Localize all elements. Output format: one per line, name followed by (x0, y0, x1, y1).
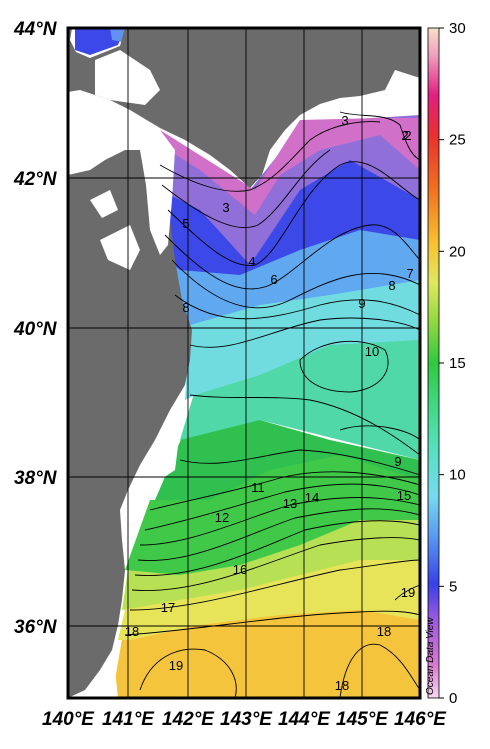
colorbar (427, 27, 440, 699)
contour-label: 11 (251, 480, 265, 495)
contour-label: 14 (305, 490, 319, 505)
band-yellow (118, 545, 420, 640)
lon-label-146: 146°E (394, 709, 447, 730)
land-honshu (68, 150, 192, 698)
colorbar-ticks: 0 5 10 15 20 25 30 (439, 20, 466, 707)
colorbar-tick-label: 20 (449, 243, 466, 260)
band-violet (160, 115, 420, 265)
colorbar-tick-label: 25 (449, 132, 466, 149)
nodata-2 (140, 130, 175, 255)
contour-label: 5 (182, 216, 189, 231)
contour-label: 19 (401, 585, 415, 600)
colorbar-tick-label: 15 (449, 355, 466, 372)
lon-label-141: 141°E (102, 709, 155, 730)
lat-label-38: 38°N (14, 468, 58, 489)
contour-label: 9 (394, 454, 401, 469)
contour-label: 6 (270, 272, 277, 287)
contour-label: 18 (377, 624, 391, 639)
lon-label-140: 140°E (42, 709, 95, 730)
contour-label: 15 (397, 488, 411, 503)
map-frame (66, 26, 422, 700)
band-blue (160, 150, 420, 275)
lat-labels: 44°N 42°N 40°N 38°N 36°N (13, 19, 58, 638)
contour-label: 8 (182, 300, 189, 315)
nodata-3 (150, 430, 180, 480)
contour-label: 10 (365, 344, 379, 359)
contour-label: 16 (233, 562, 247, 577)
band-lightblue (175, 220, 420, 330)
contour-label: 18 (125, 624, 139, 639)
nodata-1 (95, 50, 160, 105)
lat-label-42: 42°N (13, 169, 58, 190)
colorbar-tick-label: 5 (449, 578, 457, 595)
contour-label: 2 (401, 128, 408, 143)
contour-label: 9 (358, 296, 365, 311)
contour-label: 4 (248, 254, 255, 269)
band-cyan (185, 270, 420, 400)
contour-lines (124, 111, 420, 698)
contour-label: 17 (161, 600, 175, 615)
colorbar-tick-label: 30 (449, 20, 466, 37)
lon-label-143: 143°E (220, 709, 273, 730)
lon-label-142: 142°E (162, 709, 215, 730)
nodata-6 (90, 190, 118, 218)
nodata-5 (100, 225, 140, 270)
contour-label: 7 (406, 266, 413, 281)
contour-label: 12 (215, 510, 229, 525)
odv-credit: Ocean Data View (425, 617, 436, 695)
lat-label-40: 40°N (13, 319, 58, 340)
land-islet (370, 34, 398, 56)
contour-label: 3 (222, 200, 229, 215)
colorbar-tick-label: 0 (449, 690, 457, 707)
band-green-mid (125, 450, 420, 575)
contour-label: 3 (341, 113, 348, 128)
contour-label: 2 (404, 128, 411, 143)
contour-label: 8 (388, 278, 395, 293)
lon-labels: 140°E 141°E 142°E 143°E 144°E 145°E 146°… (42, 709, 447, 730)
lat-label-44: 44°N (13, 19, 58, 40)
land-hokkaido (68, 28, 420, 188)
band-teal (180, 330, 420, 460)
lat-label-36: 36°N (14, 617, 58, 638)
band-pink (160, 118, 420, 215)
contour-label: 13 (283, 496, 297, 511)
contour-label: 18 (335, 678, 349, 693)
lon-label-145: 145°E (336, 709, 389, 730)
colorbar-tick-label: 10 (449, 467, 466, 484)
band-green (155, 420, 420, 500)
nodata-4 (100, 670, 118, 698)
lon-label-144: 144°E (278, 709, 331, 730)
contour-label: 19 (169, 658, 183, 673)
graticule (68, 28, 420, 698)
